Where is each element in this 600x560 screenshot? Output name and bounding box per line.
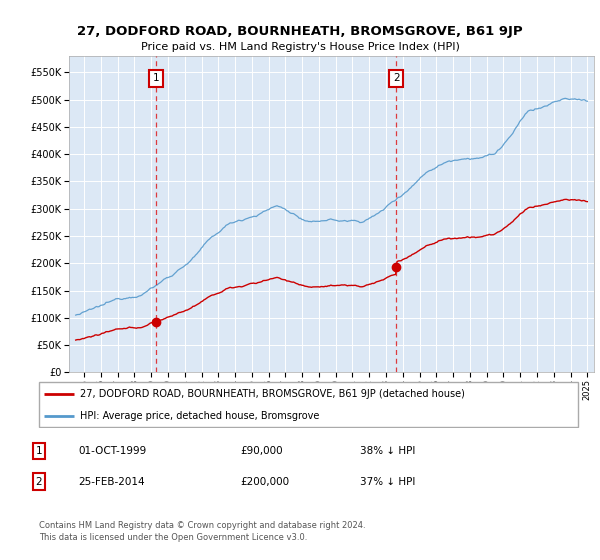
Text: £200,000: £200,000 bbox=[240, 477, 289, 487]
Text: Contains HM Land Registry data © Crown copyright and database right 2024.: Contains HM Land Registry data © Crown c… bbox=[39, 521, 365, 530]
Text: 38% ↓ HPI: 38% ↓ HPI bbox=[360, 446, 415, 456]
Text: 1: 1 bbox=[35, 446, 43, 456]
Text: HPI: Average price, detached house, Bromsgrove: HPI: Average price, detached house, Brom… bbox=[80, 411, 319, 421]
Text: Price paid vs. HM Land Registry's House Price Index (HPI): Price paid vs. HM Land Registry's House … bbox=[140, 42, 460, 52]
Text: 01-OCT-1999: 01-OCT-1999 bbox=[78, 446, 146, 456]
Text: 2: 2 bbox=[393, 73, 400, 83]
Text: 2: 2 bbox=[35, 477, 43, 487]
Text: £90,000: £90,000 bbox=[240, 446, 283, 456]
Text: 27, DODFORD ROAD, BOURNHEATH, BROMSGROVE, B61 9JP (detached house): 27, DODFORD ROAD, BOURNHEATH, BROMSGROVE… bbox=[80, 389, 464, 399]
Text: 25-FEB-2014: 25-FEB-2014 bbox=[78, 477, 145, 487]
Text: 1: 1 bbox=[153, 73, 160, 83]
Text: This data is licensed under the Open Government Licence v3.0.: This data is licensed under the Open Gov… bbox=[39, 533, 307, 542]
FancyBboxPatch shape bbox=[39, 382, 578, 427]
Text: 37% ↓ HPI: 37% ↓ HPI bbox=[360, 477, 415, 487]
Text: 27, DODFORD ROAD, BOURNHEATH, BROMSGROVE, B61 9JP: 27, DODFORD ROAD, BOURNHEATH, BROMSGROVE… bbox=[77, 25, 523, 38]
